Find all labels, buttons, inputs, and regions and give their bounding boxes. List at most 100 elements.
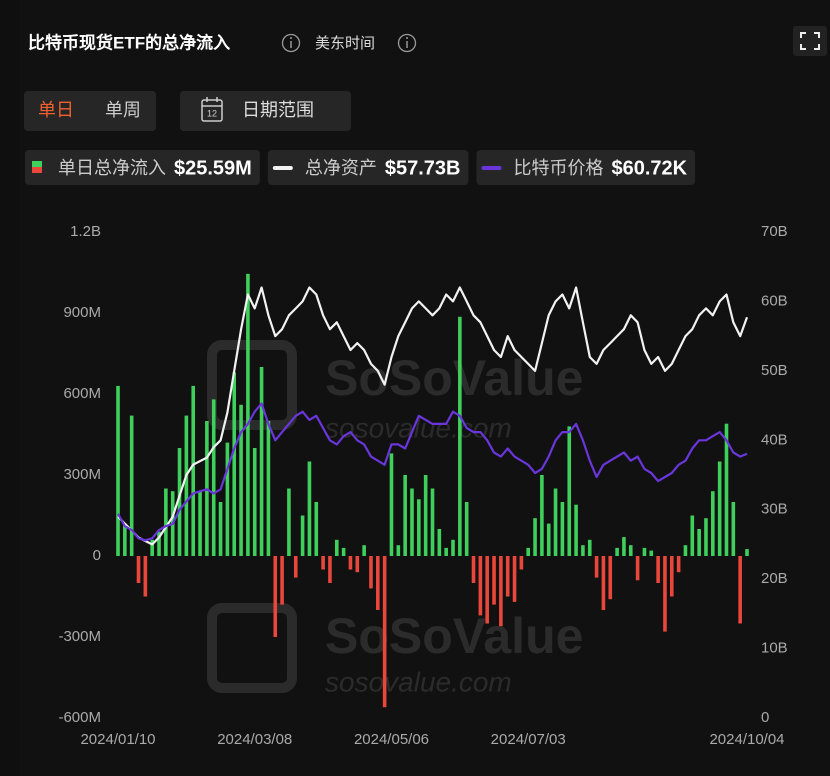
- bar: [225, 442, 230, 556]
- bar: [437, 529, 442, 556]
- weekly-tab[interactable]: 单周: [105, 100, 141, 120]
- daily-tab[interactable]: 单日: [38, 100, 74, 120]
- bar: [341, 547, 346, 556]
- bar: [745, 549, 749, 556]
- legend-pill: [25, 150, 260, 185]
- bar: [656, 556, 660, 583]
- line: [117, 402, 748, 542]
- bar: [266, 421, 271, 556]
- legend-value: $60.72K: [611, 157, 687, 179]
- bar: [410, 488, 414, 556]
- bar: [546, 523, 551, 556]
- bar: [300, 515, 305, 556]
- bar: [683, 545, 688, 556]
- bar: [369, 556, 373, 589]
- bar: [690, 515, 695, 556]
- bar: [628, 545, 633, 556]
- bar: [164, 488, 168, 556]
- bar: [191, 385, 196, 556]
- date-range-button[interactable]: [180, 91, 351, 131]
- bar: [184, 415, 189, 556]
- bar: [150, 539, 154, 556]
- bar: [519, 556, 524, 570]
- bar: [287, 488, 291, 556]
- legend-item[interactable]: 总净资产 $57.73B: [267, 150, 469, 185]
- legend-pill: [267, 150, 469, 185]
- bar: [560, 502, 565, 556]
- bar: [430, 488, 435, 556]
- bar: [232, 372, 237, 556]
- y2-tick-label: 50B: [761, 362, 788, 379]
- y2-tick-label: 20B: [761, 570, 788, 587]
- bar: [211, 399, 216, 556]
- y2-tick-label: 10B: [761, 640, 788, 657]
- bar: [622, 537, 626, 556]
- bar: [615, 547, 619, 556]
- bar: [157, 531, 161, 556]
- legend-item[interactable]: 单日总净流入 $25.59M: [25, 150, 260, 185]
- calendar-icon: [201, 97, 223, 122]
- bar: [451, 539, 455, 556]
- bar: [697, 529, 701, 556]
- y-tick-label: -300M: [58, 628, 101, 645]
- info-icon[interactable]: [281, 33, 301, 53]
- y2-tick-label: 0: [761, 709, 769, 726]
- bar: [601, 556, 606, 610]
- legend-label: 总净资产: [305, 158, 377, 178]
- watermark-brand: SoSoValue: [325, 608, 583, 664]
- bar: [512, 556, 517, 602]
- bar: [587, 539, 592, 556]
- bar: [711, 491, 715, 556]
- watermark-brand: SoSoValue: [325, 350, 583, 406]
- bar: [724, 423, 729, 556]
- x-tick-label: 2024/03/08: [217, 731, 292, 748]
- bar: [129, 415, 134, 556]
- bar: [177, 448, 182, 556]
- bar: [478, 556, 483, 616]
- bar: [417, 499, 421, 556]
- bar: [246, 273, 250, 556]
- bar: [581, 545, 585, 556]
- bar: [376, 556, 380, 610]
- bar: [464, 502, 469, 556]
- y-tick-label: 600M: [63, 385, 101, 402]
- bar: [738, 556, 742, 624]
- bar: [533, 518, 537, 556]
- bar: [348, 556, 353, 570]
- watermark-url: sosovalue.com: [325, 666, 512, 697]
- bar: [239, 404, 243, 556]
- legend-pill: [476, 150, 696, 185]
- bar: [396, 545, 401, 556]
- timezone: 美东时间: [315, 35, 375, 52]
- fullscreen-button[interactable]: [793, 26, 827, 56]
- y2-tick-label: 30B: [761, 501, 788, 518]
- line: [117, 286, 749, 546]
- bar: [731, 502, 736, 556]
- x-tick-label: 2024/07/03: [491, 731, 566, 748]
- y-tick-label: 1.2B: [70, 223, 101, 240]
- bar: [293, 556, 298, 578]
- info-icon[interactable]: [397, 33, 417, 53]
- legend-item[interactable]: 比特币价格 $60.72K: [476, 150, 696, 185]
- legend-swatch: [32, 167, 42, 173]
- bar: [717, 461, 722, 556]
- bar: [649, 550, 654, 556]
- date-range-label: 日期范围: [242, 100, 314, 120]
- bar: [123, 523, 127, 556]
- bar: [669, 556, 674, 597]
- legend-label: 单日总净流入: [58, 158, 166, 178]
- bar: [314, 502, 319, 556]
- bar: [458, 316, 462, 556]
- bar: [553, 488, 558, 556]
- bar: [485, 556, 489, 624]
- bar: [198, 491, 202, 556]
- bar: [389, 453, 394, 556]
- bar: [526, 547, 531, 556]
- bar: [635, 556, 640, 581]
- legend-value: $57.73B: [385, 157, 461, 179]
- bar: [218, 502, 223, 556]
- bar: [471, 556, 476, 583]
- y2-tick-label: 70B: [761, 223, 788, 240]
